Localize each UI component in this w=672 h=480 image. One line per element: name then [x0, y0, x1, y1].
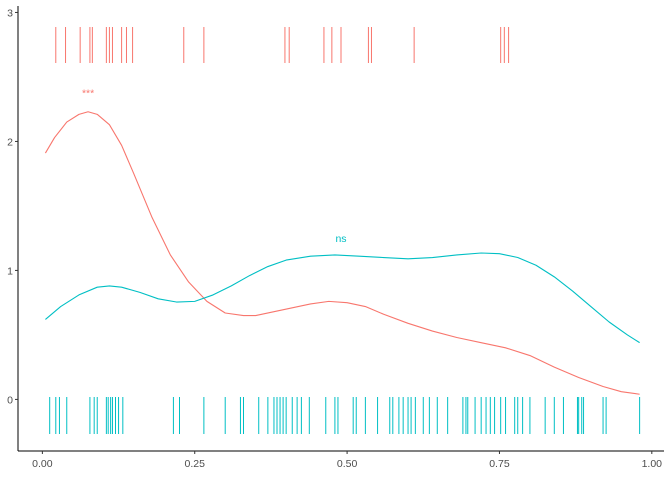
y-tick-label: 1: [7, 265, 13, 277]
axes: 0 1 2 3 0.00 0.25 0.50 0.75 1.00: [7, 6, 664, 470]
significance-label: ns: [335, 233, 346, 245]
density-line: [44, 111, 640, 395]
y-tick-label: 3: [7, 7, 13, 19]
significance-label: ***: [82, 87, 94, 99]
density-lines: [44, 111, 640, 395]
x-tick-label: 0.25: [185, 458, 206, 470]
significance-labels: *** ns: [82, 87, 347, 245]
rug-marks: [49, 27, 641, 434]
x-tick-label: 0.50: [337, 458, 358, 470]
y-tick-label: 2: [7, 136, 13, 148]
x-tick-label: 0.75: [489, 458, 510, 470]
x-tick-label: 1.00: [642, 458, 663, 470]
density-line: [45, 252, 640, 344]
y-tick-label: 0: [7, 394, 13, 406]
x-tick-label: 0.00: [32, 458, 53, 470]
